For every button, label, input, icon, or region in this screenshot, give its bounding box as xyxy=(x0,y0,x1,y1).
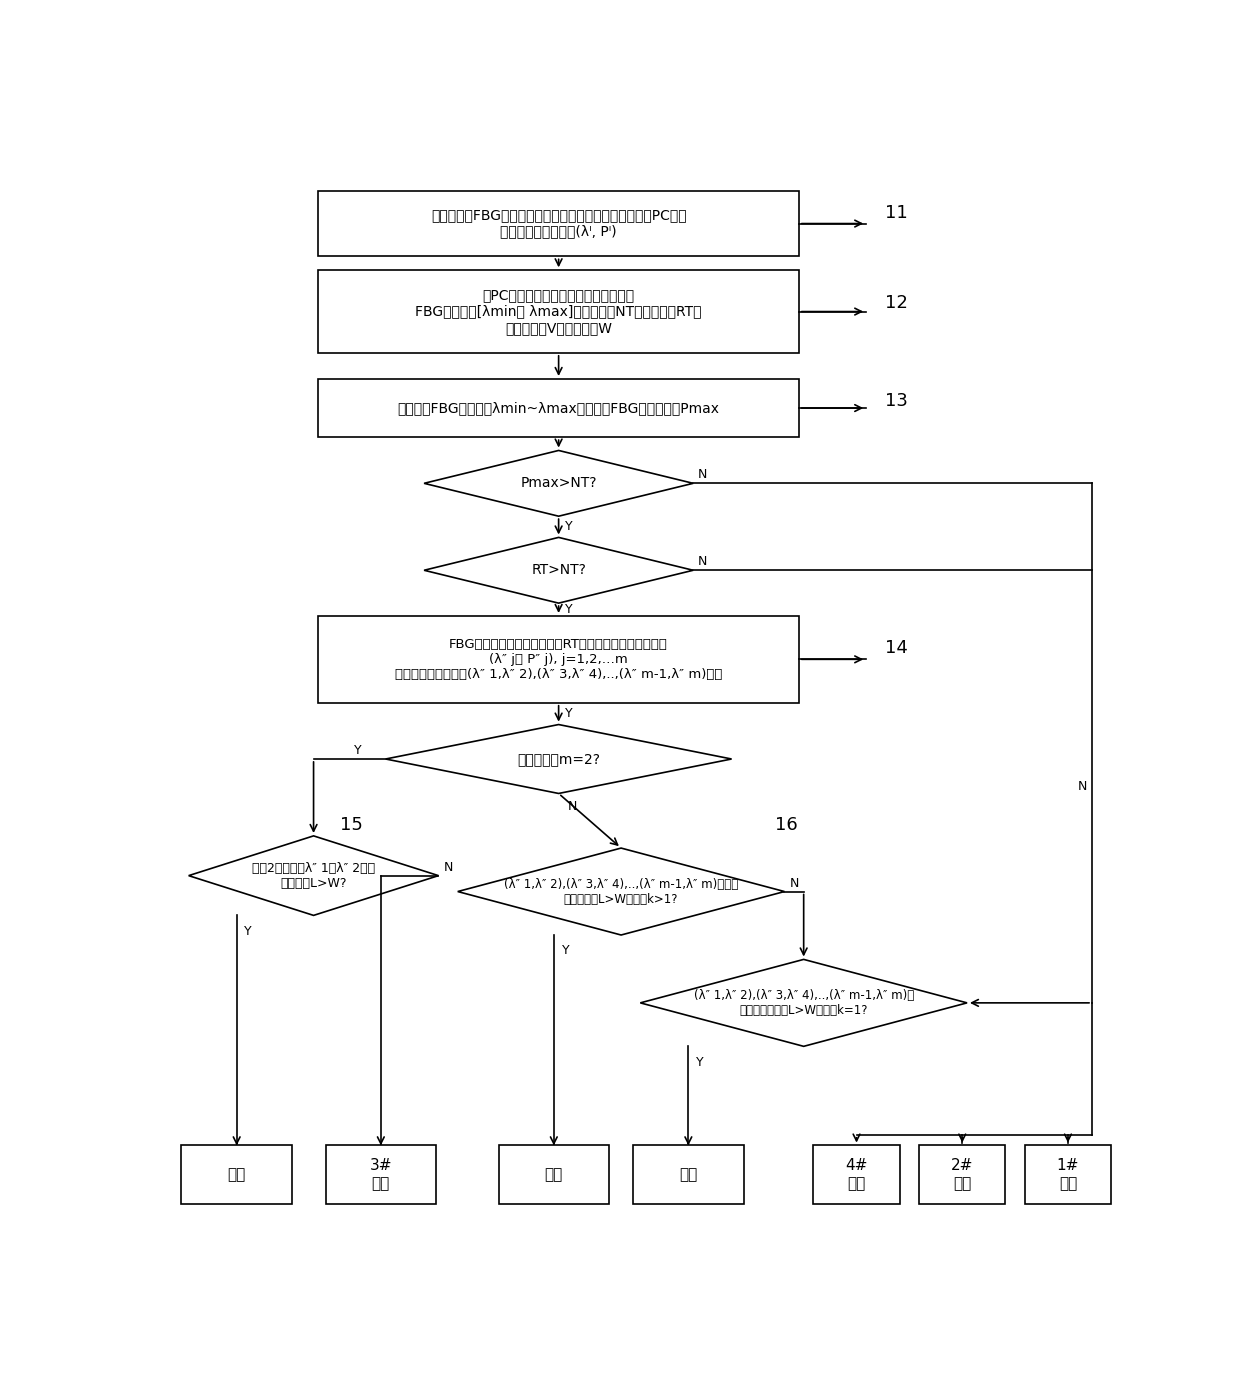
Text: 在设置的FBG波长范围λmin~λmax内，找到FBG功率最大值Pmax: 在设置的FBG波长范围λmin~λmax内，找到FBG功率最大值Pmax xyxy=(398,401,719,414)
Text: (λ″ 1,λ″ 2),(λ″ 3,λ″ 4),..,(λ″ m-1,λ″ m)每组波
长之间距离L>W的个数k>1?: (λ″ 1,λ″ 2),(λ″ 3,λ″ 4),..,(λ″ m-1,λ″ m)… xyxy=(503,877,738,906)
Bar xyxy=(919,1146,1006,1203)
Polygon shape xyxy=(424,537,693,603)
Polygon shape xyxy=(386,724,732,793)
Bar xyxy=(319,270,799,353)
Bar xyxy=(319,616,799,702)
Text: N: N xyxy=(698,468,707,482)
Polygon shape xyxy=(188,836,439,916)
Polygon shape xyxy=(458,848,785,935)
Text: 13: 13 xyxy=(885,391,908,409)
Text: N: N xyxy=(789,877,799,890)
Text: 3#
无峰: 3# 无峰 xyxy=(370,1158,392,1191)
Text: 分段点个数m=2?: 分段点个数m=2? xyxy=(517,752,600,766)
Polygon shape xyxy=(424,450,693,516)
Text: 在PC机上人工设置报警参数，分别为：
FBG波长范围[λmin， λmax]；底噪阈值NT；相对阈值RT；
阈值降低值V；窄带宽度W: 在PC机上人工设置报警参数，分别为： FBG波长范围[λmin， λmax]；底… xyxy=(415,288,702,335)
Text: 解调仪获取FBG反射光谱转换为数字采样信号发送给上位PC机，
数字采样信号为数组(λᴵ, Pᴵ): 解调仪获取FBG反射光谱转换为数字采样信号发送给上位PC机， 数字采样信号为数组… xyxy=(430,208,687,238)
Text: 正常: 正常 xyxy=(680,1168,697,1181)
Text: 16: 16 xyxy=(775,815,797,833)
Text: 2#
无峰: 2# 无峰 xyxy=(951,1158,973,1191)
Bar xyxy=(326,1146,436,1203)
Bar xyxy=(181,1146,291,1203)
Text: 1#
无峰: 1# 无峰 xyxy=(1056,1158,1079,1191)
Text: N: N xyxy=(444,861,453,873)
Text: Y: Y xyxy=(565,521,573,533)
Bar xyxy=(319,190,799,256)
Bar xyxy=(813,1146,900,1203)
Text: N: N xyxy=(568,800,578,812)
Text: Y: Y xyxy=(562,945,569,957)
Bar xyxy=(634,1146,744,1203)
Text: FBG反射光谱曲线与相对阈值RT横直线的交点称为分段点
(λ″ j， P″ j), j=1,2,…m
将分段点按照横坐标(λ″ 1,λ″ 2),(λ″ 3,λ″: FBG反射光谱曲线与相对阈值RT横直线的交点称为分段点 (λ″ j， P″ j)… xyxy=(394,638,723,680)
Bar xyxy=(498,1146,609,1203)
Text: (λ″ 1,λ″ 2),(λ″ 3,λ″ 4),..,(λ″ m-1,λ″ m)每
组波长之间距离L>W的个数k=1?: (λ″ 1,λ″ 2),(λ″ 3,λ″ 4),..,(λ″ m-1,λ″ m)… xyxy=(693,989,914,1016)
Bar xyxy=(1024,1146,1111,1203)
Text: RT>NT?: RT>NT? xyxy=(531,563,587,577)
Text: Pmax>NT?: Pmax>NT? xyxy=(521,476,596,490)
Bar xyxy=(319,379,799,438)
Text: 多峰: 多峰 xyxy=(544,1168,563,1181)
Text: N: N xyxy=(1078,779,1087,793)
Text: Y: Y xyxy=(696,1056,703,1069)
Text: Y: Y xyxy=(353,744,362,757)
Text: 4#
无峰: 4# 无峰 xyxy=(846,1158,868,1191)
Text: 12: 12 xyxy=(885,295,908,313)
Text: Y: Y xyxy=(565,603,573,616)
Text: 计算2个分段点λ″ 1与λ″ 2之间
波长距离L>W?: 计算2个分段点λ″ 1与λ″ 2之间 波长距离L>W? xyxy=(252,862,376,890)
Text: Y: Y xyxy=(565,708,573,720)
Text: Y: Y xyxy=(244,925,252,938)
Text: 正常: 正常 xyxy=(228,1168,246,1181)
Text: N: N xyxy=(698,555,707,569)
Polygon shape xyxy=(640,960,967,1047)
Text: 15: 15 xyxy=(340,815,362,833)
Text: 14: 14 xyxy=(885,639,908,657)
Text: 11: 11 xyxy=(885,204,908,222)
